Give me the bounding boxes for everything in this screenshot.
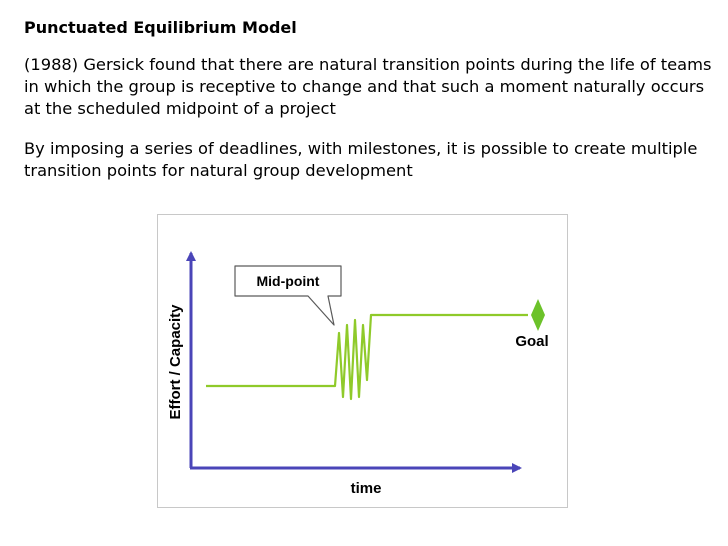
y-axis-label: Effort / Capacity (167, 304, 184, 420)
midpoint-label: Mid-point (257, 273, 320, 289)
goal-label: Goal (515, 333, 548, 350)
paragraph-gersick: (1988) Gersick found that there are natu… (24, 55, 712, 118)
effort-line (206, 313, 528, 401)
x-axis-label: time (351, 480, 382, 497)
diagram-svg: Effort / Capacity time Goal Mid-point (167, 251, 549, 497)
paragraph-deadlines: By imposing a series of deadlines, with … (24, 139, 698, 180)
goal-diamond-icon (531, 299, 545, 331)
midpoint-callout (234, 265, 342, 326)
slide-title: Punctuated Equilibrium Model (24, 18, 297, 37)
punctuated-equilibrium-diagram: Effort / Capacity time Goal Mid-point (157, 214, 568, 508)
